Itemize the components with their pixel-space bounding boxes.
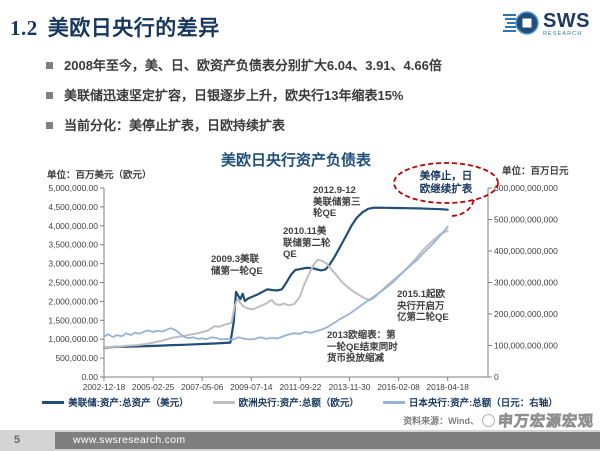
callout-bubble-outline bbox=[393, 162, 499, 204]
y-axis-left-label: 4,500,000.00 bbox=[48, 202, 98, 212]
bullet-list: 2008年至今，美、日、欧资产负债表分别扩大6.04、3.91、4.66倍 美联… bbox=[46, 58, 591, 148]
y-axis-left-label: 1,000,000.00 bbox=[48, 334, 98, 344]
y-axis-left-label: 1,500,000.00 bbox=[48, 315, 98, 325]
x-axis-label: 2016-02-08 bbox=[377, 382, 420, 392]
section-number: 1.2 bbox=[10, 16, 38, 40]
logo-name: SWS bbox=[542, 9, 590, 32]
page-title-text: 美欧日央行的差异 bbox=[47, 17, 220, 40]
watermark-text: 申万宏源宏观 bbox=[497, 412, 595, 430]
bullet-text: 美联储迅速坚定扩容，日银逐步上升，欧央行13年缩表15% bbox=[64, 88, 404, 103]
annotation-qe2: 2010.11美 联储第二轮 QE bbox=[283, 226, 331, 260]
page-title: 1.2 美欧日央行的差异 bbox=[10, 12, 220, 42]
callout-bubble-text: 美停止，日 欧继续扩表 bbox=[419, 170, 473, 195]
x-axis-label: 2013-11-30 bbox=[329, 382, 371, 392]
y-axis-right-label: 500,000,000,000 bbox=[494, 215, 558, 225]
y-axis-left-label: 0.00 bbox=[81, 372, 98, 382]
page-number: 5 bbox=[14, 434, 21, 446]
callout-bubble-tail bbox=[450, 199, 475, 217]
annotation-qe3: 2012.9-12 美联储第三 轮QE bbox=[313, 185, 361, 219]
y-axis-right-label: 300,000,000,000 bbox=[494, 278, 558, 288]
y-axis-left-label: 500,000.00 bbox=[55, 353, 98, 363]
legend-swatch-ecb bbox=[212, 400, 235, 404]
legend-label: 日本央行:资产:总额（日元：右轴） bbox=[408, 398, 558, 409]
x-axis-label: 2009-07-14 bbox=[230, 382, 273, 392]
bullet-item: 当前分化：美停止扩表，日欧持续扩表 bbox=[46, 118, 591, 134]
legend-swatch-boj bbox=[382, 400, 405, 404]
legend-label: 欧洲央行:资产:总额（欧元） bbox=[238, 398, 359, 409]
x-axis-label: 2002-12-18 bbox=[83, 382, 126, 392]
bullet-square-icon bbox=[46, 122, 53, 129]
y-axis-right-label: 600,000,000,000 bbox=[494, 183, 558, 193]
chart-title: 美欧日央行资产负债表 bbox=[220, 152, 371, 169]
source-line: 资料来源：Wind、 申万宏源宏观 bbox=[403, 410, 595, 430]
y-axis-left-label: 4,000,000.00 bbox=[48, 221, 98, 231]
annotation-ecb-qe: 2015.1起欧 央行开启万 亿第二轮QE bbox=[397, 289, 449, 323]
bullet-square-icon bbox=[46, 62, 53, 69]
bullet-item: 2008年至今，美、日、欧资产负债表分别扩大6.04、3.91、4.66倍 bbox=[46, 58, 591, 74]
y-axis-left-label: 2,500,000.00 bbox=[48, 278, 98, 288]
legend-item-ecb: 欧洲央行:资产:总额（欧元） bbox=[212, 395, 359, 409]
bullet-text: 当前分化：美停止扩表，日欧持续扩表 bbox=[64, 118, 286, 133]
bullet-square-icon bbox=[46, 92, 53, 99]
x-axis-label: 2018-04-18 bbox=[426, 382, 469, 392]
annotation-ecb-shrink: 2013欧缩表：第 一轮QE结束同时 货币投放缩减 bbox=[327, 330, 398, 364]
x-axis-label: 2007-05-06 bbox=[181, 382, 224, 392]
y-axis-right-label: 0 bbox=[494, 372, 499, 382]
legend-label: 美联储:资产:总资产（美元） bbox=[68, 398, 189, 409]
chart-legend: 美联储:资产:总资产（美元） 欧洲央行:资产:总额（欧元） 日本央行:资产:总额… bbox=[0, 395, 600, 409]
y-axis-right-label: 100,000,000,000 bbox=[494, 341, 558, 351]
left-axis-unit: 单位：百万美元（欧元） bbox=[47, 170, 152, 181]
bullet-item: 美联储迅速坚定扩容，日银逐步上升，欧央行13年缩表15% bbox=[46, 88, 591, 104]
footer-url: www.swsresearch.com bbox=[55, 432, 600, 449]
legend-item-boj: 日本央行:资产:总额（日元：右轴） bbox=[382, 395, 558, 409]
y-axis-right-label: 400,000,000,000 bbox=[494, 246, 558, 256]
legend-item-fed: 美联储:资产:总资产（美元） bbox=[42, 395, 189, 409]
legend-swatch-fed bbox=[42, 400, 65, 404]
source-label: 资料来源：Wind、 bbox=[403, 415, 479, 426]
y-axis-left-label: 2,000,000.00 bbox=[48, 296, 98, 306]
y-axis-left-label: 5,000,000.00 bbox=[48, 183, 98, 193]
series-line-0 bbox=[102, 206, 449, 349]
watermark-logo-icon bbox=[481, 413, 495, 427]
sws-logo: SWS RESEARCH bbox=[502, 7, 590, 41]
footer: 5 www.swsresearch.com bbox=[0, 430, 600, 451]
logo-subtitle: RESEARCH bbox=[542, 30, 583, 37]
y-axis-left-label: 3,500,000.00 bbox=[48, 240, 98, 250]
y-axis-right-label: 200,000,000,000 bbox=[494, 309, 558, 319]
right-axis-unit: 单位：百万日元 bbox=[502, 166, 569, 177]
y-axis-left-label: 3,000,000.00 bbox=[48, 259, 98, 269]
annotation-qe1: 2009.3美联 储第一轮QE bbox=[211, 254, 263, 277]
bullet-text: 2008年至今，美、日、欧资产负债表分别扩大6.04、3.91、4.66倍 bbox=[64, 58, 442, 73]
series-line-2 bbox=[103, 225, 449, 341]
x-axis-label: 2011-09-22 bbox=[279, 382, 321, 392]
x-axis-label: 2005-02-25 bbox=[132, 382, 175, 392]
sws-logo-icon bbox=[502, 11, 539, 35]
